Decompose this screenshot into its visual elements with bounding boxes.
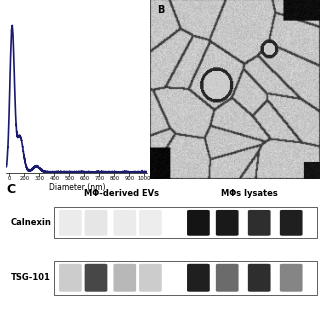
Text: TSG-101: TSG-101 [11,273,51,282]
FancyBboxPatch shape [114,264,136,292]
FancyBboxPatch shape [139,264,162,292]
FancyBboxPatch shape [248,210,271,236]
FancyBboxPatch shape [114,210,136,236]
FancyBboxPatch shape [59,210,82,236]
Bar [54,261,317,295]
Text: B: B [157,5,164,15]
FancyBboxPatch shape [84,210,107,236]
FancyBboxPatch shape [84,264,107,292]
Text: MΦ-derived EVs: MΦ-derived EVs [84,189,159,198]
Text: MΦs lysates: MΦs lysates [221,189,278,198]
FancyBboxPatch shape [216,264,239,292]
Text: Calnexin: Calnexin [10,218,51,227]
FancyBboxPatch shape [280,264,303,292]
FancyBboxPatch shape [187,210,210,236]
FancyBboxPatch shape [139,210,162,236]
X-axis label: Diameter (nm): Diameter (nm) [49,183,105,192]
FancyBboxPatch shape [216,210,239,236]
Bar [54,207,317,238]
FancyBboxPatch shape [187,264,210,292]
FancyBboxPatch shape [248,264,271,292]
FancyBboxPatch shape [280,210,303,236]
Text: C: C [6,183,16,196]
FancyBboxPatch shape [59,264,82,292]
